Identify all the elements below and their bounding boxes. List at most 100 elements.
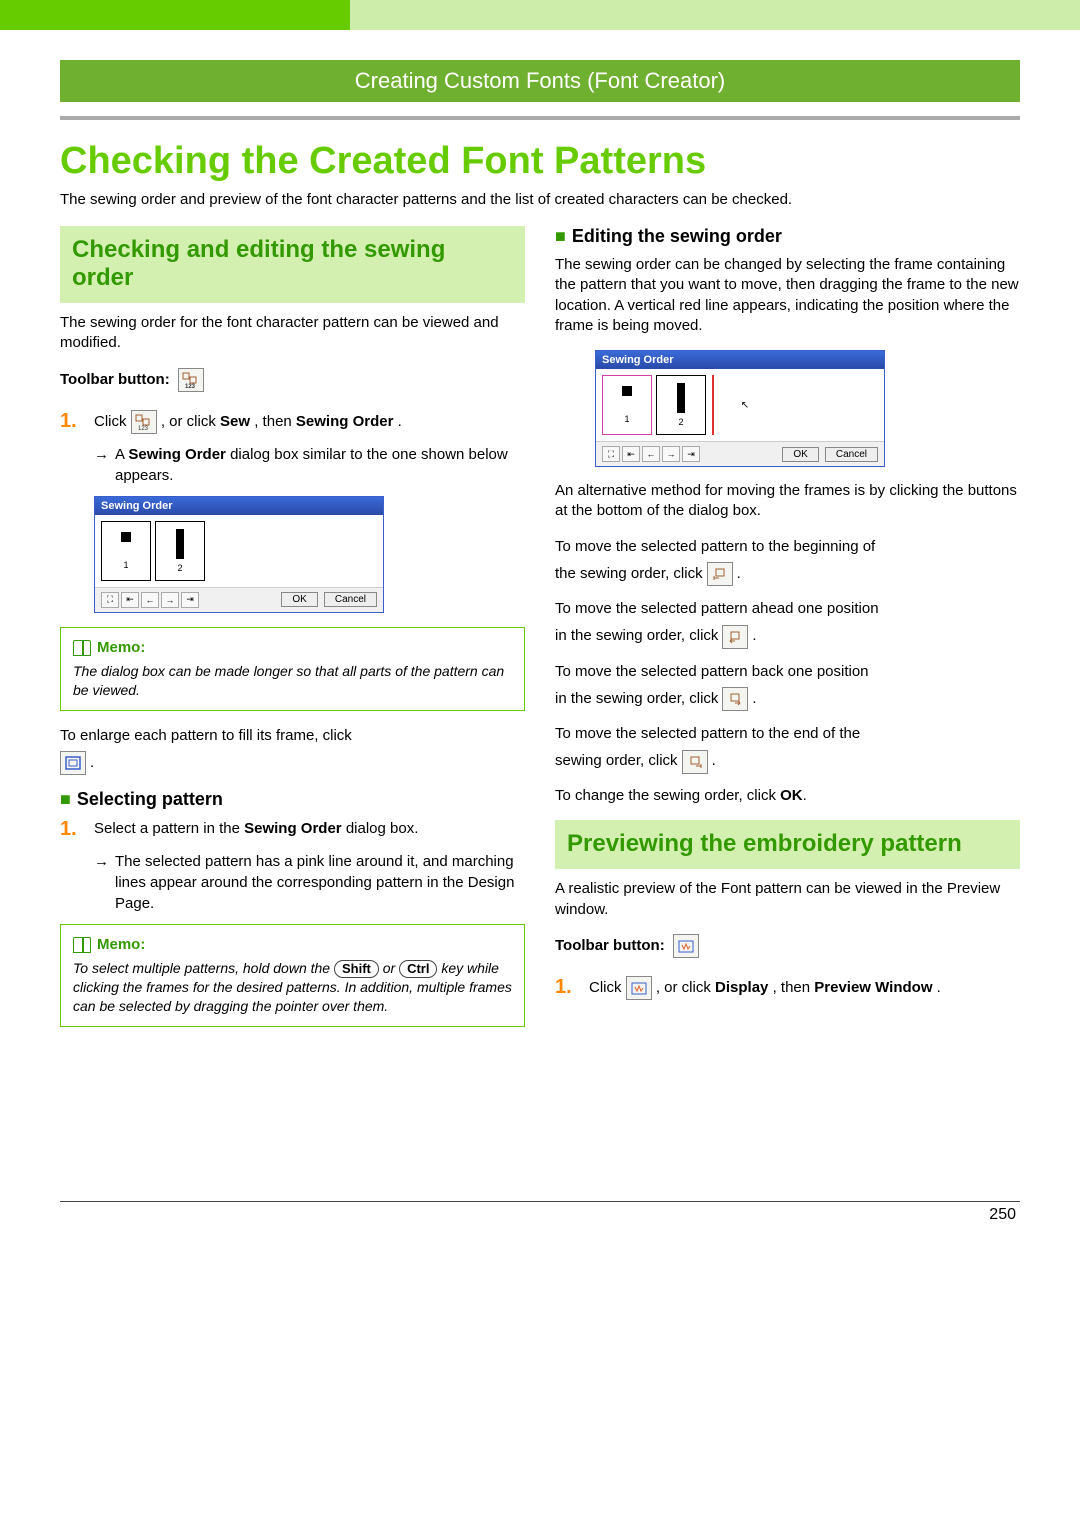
move-next-icon xyxy=(722,687,748,711)
sewing-order-icon: 123 xyxy=(178,368,204,392)
move-next-icon: → xyxy=(662,446,680,462)
subhead-selecting: ■ Selecting pattern xyxy=(60,789,525,810)
footer-rule xyxy=(60,1201,1020,1202)
memo-title: Memo: xyxy=(97,935,145,955)
preview-window-icon xyxy=(626,976,652,1000)
move-last-icon: ⇥ xyxy=(682,446,700,462)
arrow-icon: → xyxy=(94,444,109,486)
preview-body: A realistic preview of the Font pattern … xyxy=(555,879,1020,920)
move-prev-icon: ← xyxy=(141,592,159,608)
toolbar-button-row: Toolbar button: 123 xyxy=(60,368,525,392)
cursor-icon: ↖ xyxy=(720,375,770,435)
zoom-icon: ⛶ xyxy=(101,592,119,608)
breadcrumb: Creating Custom Fonts (Font Creator) xyxy=(60,60,1020,102)
intro-text: The sewing order and preview of the font… xyxy=(60,191,1020,208)
toolbar-label: Toolbar button: xyxy=(555,937,665,954)
right-column: ■ Editing the sewing order The sewing or… xyxy=(555,226,1020,1041)
frame-1: 1 xyxy=(101,521,151,581)
cancel-button[interactable]: Cancel xyxy=(324,592,377,607)
dialog-title: Sewing Order xyxy=(95,497,383,515)
frame-2: 2 xyxy=(656,375,706,435)
select-step-1: 1. Select a pattern in the Sewing Order … xyxy=(60,818,525,841)
step-text: . xyxy=(398,413,402,430)
text: . xyxy=(752,688,756,711)
memo-box: Memo: The dialog box can be made longer … xyxy=(60,627,525,711)
text: . xyxy=(752,625,756,648)
move-prev-icon xyxy=(722,625,748,649)
bold-display: Display xyxy=(715,979,768,996)
sewing-order-icon: 123 xyxy=(131,410,157,434)
section-previewing: Previewing the embroidery pattern xyxy=(555,820,1020,870)
move-first-icon: ⇤ xyxy=(622,446,640,462)
text: , then xyxy=(773,979,815,996)
frame-number: 1 xyxy=(624,414,629,424)
frame-1-selected: 1 xyxy=(602,375,652,435)
ok-line: To change the sewing order, click OK. xyxy=(555,786,1020,806)
alt-method: An alternative method for moving the fra… xyxy=(555,481,1020,522)
enlarge-instruction: To enlarge each pattern to fill its fram… xyxy=(60,725,525,748)
dialog-tool-row: ⛶ ⇤ ← → ⇥ xyxy=(602,446,700,462)
frame-number: 2 xyxy=(678,417,683,427)
toolbar-label: Toolbar button: xyxy=(60,371,170,388)
bold-sew: Sew xyxy=(220,413,250,430)
section-body: The sewing order for the font character … xyxy=(60,313,525,354)
bold-preview-window: Preview Window xyxy=(814,979,932,996)
move-prev-icon: ← xyxy=(642,446,660,462)
text: To enlarge each pattern to fill its fram… xyxy=(60,725,352,748)
bold-sewing-order: Sewing Order xyxy=(296,413,394,430)
svg-text:123: 123 xyxy=(185,384,196,389)
ok-button[interactable]: OK xyxy=(281,592,317,607)
text: , or click xyxy=(656,979,715,996)
drop-indicator xyxy=(712,375,714,435)
ok-button[interactable]: OK xyxy=(782,447,818,462)
subhead-editing: ■ Editing the sewing order xyxy=(555,226,1020,247)
square-bullet-icon: ■ xyxy=(60,789,71,810)
edit-body: The sewing order can be changed by selec… xyxy=(555,255,1020,336)
move-next-icon: → xyxy=(161,592,179,608)
step-number: 1. xyxy=(60,818,84,841)
arrow-icon: → xyxy=(94,851,109,914)
dialog-tool-row: ⛶ ⇤ ← → ⇥ xyxy=(101,592,199,608)
text: . xyxy=(712,750,716,773)
step-1: 1. Click 123 , or click Sew , then Sewin… xyxy=(60,410,525,434)
note-text: The selected pattern has a pink line aro… xyxy=(115,851,525,914)
memo-body: The dialog box can be made longer so tha… xyxy=(73,662,512,700)
tab-inactive xyxy=(350,0,1080,30)
text: Select a pattern in the xyxy=(94,820,244,837)
section-checking-editing: Checking and editing the sewing order xyxy=(60,226,525,303)
top-rule xyxy=(60,116,1020,120)
toolbar-button-row: Toolbar button: xyxy=(555,934,1020,958)
memo-icon xyxy=(73,937,91,953)
step-number: 1. xyxy=(60,410,84,434)
subhead-text: Selecting pattern xyxy=(77,789,223,810)
text: dialog box. xyxy=(346,820,419,837)
square-bullet-icon: ■ xyxy=(555,226,566,247)
preview-step-1: 1. Click , or click Display , then Previ… xyxy=(555,976,1020,1000)
move-back-line: To move the selected pattern back one po… xyxy=(555,661,1020,684)
step-number: 1. xyxy=(555,976,579,1000)
sewing-order-dialog: Sewing Order 1 2 ⛶ ⇤ ← xyxy=(94,496,384,613)
move-last-icon xyxy=(682,750,708,774)
select-result: → The selected pattern has a pink line a… xyxy=(94,851,525,914)
page-number: 250 xyxy=(60,1206,1020,1224)
left-column: Checking and editing the sewing order Th… xyxy=(60,226,525,1041)
cancel-button[interactable]: Cancel xyxy=(825,447,878,462)
text: . xyxy=(937,979,941,996)
ctrl-key: Ctrl xyxy=(399,960,437,978)
memo-body: To select multiple patterns, hold down t… xyxy=(73,959,512,1016)
memo-box: Memo: To select multiple patterns, hold … xyxy=(60,924,525,1027)
move-first-icon xyxy=(707,562,733,586)
text: the sewing order, click xyxy=(555,563,703,586)
text: Click xyxy=(589,979,626,996)
svg-text:123: 123 xyxy=(138,426,149,431)
sewing-order-dialog-drag: Sewing Order 1 2 ↖ ⛶ ⇤ xyxy=(595,350,885,467)
dialog-title: Sewing Order xyxy=(596,351,884,369)
bold-sewing-order: Sewing Order xyxy=(244,820,342,837)
enlarge-icon xyxy=(60,751,86,775)
move-first-icon: ⇤ xyxy=(121,592,139,608)
step-text: , or click xyxy=(161,413,220,430)
move-begin-line: To move the selected pattern to the begi… xyxy=(555,536,1020,559)
frame-2: 2 xyxy=(155,521,205,581)
memo-icon xyxy=(73,640,91,656)
text: in the sewing order, click xyxy=(555,625,718,648)
